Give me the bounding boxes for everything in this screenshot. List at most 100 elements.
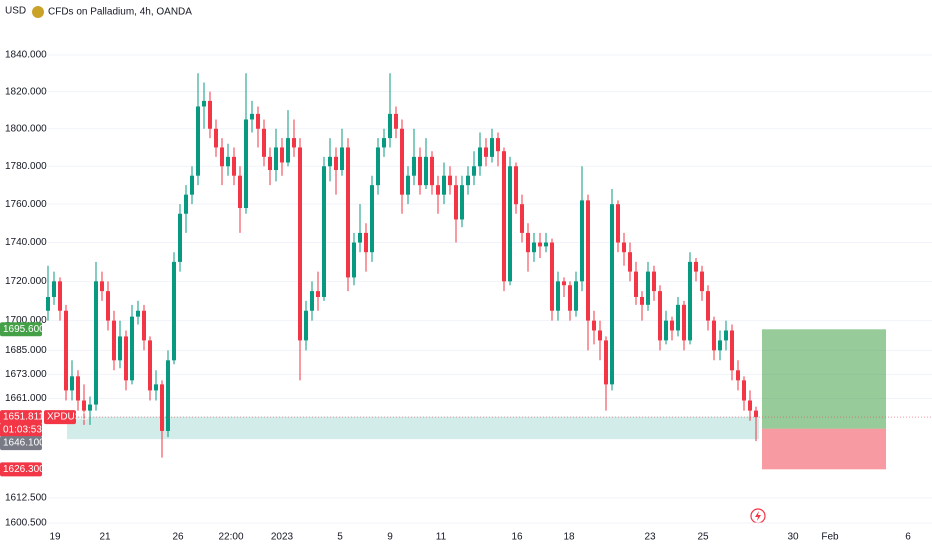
candle-body <box>406 175 410 195</box>
support-zone <box>67 416 759 440</box>
candle-body <box>262 128 266 157</box>
x-tick-label: 9 <box>387 532 393 543</box>
x-tick-label: 21 <box>99 532 111 543</box>
candle-body <box>280 147 284 163</box>
candle-body <box>136 310 140 317</box>
candle-body <box>556 281 560 311</box>
candle-body <box>520 204 524 233</box>
candle-body <box>412 156 416 176</box>
candle-body <box>190 175 194 195</box>
candle-body <box>388 113 392 139</box>
candle-body <box>424 156 428 186</box>
candle-body <box>268 156 272 171</box>
candle-body <box>538 242 542 247</box>
candle-body <box>736 370 740 381</box>
candle-body <box>70 376 74 391</box>
candle-body <box>688 261 692 341</box>
y-tick-label: 1840.000 <box>5 50 47 61</box>
candle-body <box>178 213 182 262</box>
candle-body <box>586 200 590 321</box>
candle-body <box>172 261 176 361</box>
candle-body <box>226 156 230 167</box>
y-tick-label: 1612.500 <box>5 493 47 504</box>
candle-body <box>562 281 566 286</box>
candle-body <box>592 320 596 331</box>
x-tick-label: 26 <box>172 532 184 543</box>
candle-body <box>154 384 158 391</box>
candle-body <box>322 166 326 297</box>
candle-body <box>754 410 758 418</box>
candle-body <box>544 242 548 247</box>
candle-body <box>646 271 650 305</box>
candle-body <box>82 400 86 411</box>
candle-body <box>100 281 104 292</box>
candle-body <box>706 291 710 321</box>
candle-body <box>604 340 608 385</box>
candle-body <box>472 166 476 176</box>
candle-body <box>52 281 56 297</box>
candle-body <box>94 281 98 405</box>
current-price-badge-bg <box>0 410 42 425</box>
candle-body <box>718 340 722 351</box>
x-tick-label: 25 <box>697 532 709 543</box>
candle-body <box>58 281 62 311</box>
y-tick-label: 1760.000 <box>5 199 47 210</box>
candle-body <box>400 128 404 195</box>
candle-body <box>580 200 584 282</box>
x-tick-label: 19 <box>49 532 61 543</box>
candle-body <box>478 147 482 167</box>
candle-body <box>382 138 386 148</box>
candle-body <box>442 175 446 195</box>
y-tick-label: 1685.000 <box>5 345 47 356</box>
candle-body <box>142 310 146 341</box>
candle-body <box>460 185 464 220</box>
countdown-badge: 01:03:53 <box>3 425 42 436</box>
candle-body <box>616 204 620 243</box>
candle-body <box>64 310 68 391</box>
candle-body <box>286 138 290 163</box>
candle-body <box>88 404 92 411</box>
candle-body <box>496 138 500 152</box>
x-tick-label: 2023 <box>271 532 294 543</box>
target-price-badge: 1695.600 <box>3 324 45 335</box>
y-tick-label: 1661.000 <box>5 393 47 404</box>
candle-body <box>370 185 374 253</box>
candle-body <box>364 232 368 253</box>
candle-body <box>550 242 554 311</box>
current-price-badge: 1651.811 <box>3 412 44 423</box>
x-tick-label: 5 <box>337 532 343 543</box>
target-price-badge-bg <box>0 322 42 337</box>
y-tick-label: 1600.500 <box>5 518 47 529</box>
candle-body <box>112 320 116 361</box>
entry-price-badge-bg <box>0 436 42 451</box>
candle-body <box>466 175 470 186</box>
candle-body <box>232 156 236 176</box>
position-loss <box>762 428 886 470</box>
x-tick-label: 11 <box>436 532 447 543</box>
y-tick-label: 1780.000 <box>5 161 47 172</box>
candle-body <box>238 175 242 208</box>
candle-body <box>418 156 422 186</box>
candle-body <box>220 147 224 167</box>
candle-body <box>316 291 320 297</box>
candle-body <box>310 291 314 311</box>
x-tick-label: 18 <box>563 532 575 543</box>
symbol-logo <box>32 6 44 18</box>
y-tick-label: 1700.000 <box>5 315 47 326</box>
candle-body <box>742 380 746 401</box>
candle-body <box>670 320 674 331</box>
candle-body <box>196 106 200 176</box>
stop-price-badge: 1626.300 <box>3 464 45 475</box>
candle-body <box>622 242 626 253</box>
candle-body <box>292 138 296 148</box>
candle-body <box>124 336 128 381</box>
position-profit <box>762 329 886 429</box>
candle-body <box>334 156 338 171</box>
candle-body <box>130 316 134 381</box>
candle-body <box>436 185 440 195</box>
candle-body <box>628 252 632 272</box>
candle-body <box>328 156 332 167</box>
candle-body <box>76 376 80 401</box>
candle-body <box>184 194 188 214</box>
